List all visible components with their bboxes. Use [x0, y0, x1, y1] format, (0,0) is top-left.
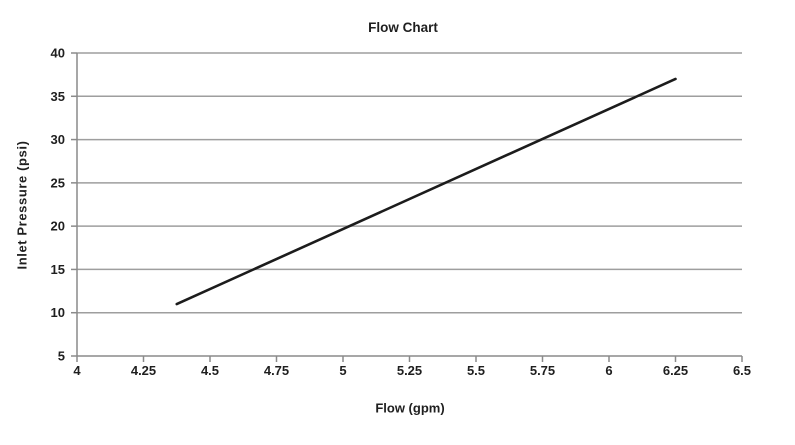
- x-tick-label-5.5: 5.5: [467, 363, 485, 378]
- chart-title: Flow Chart: [368, 20, 438, 35]
- x-axis-title: Flow (gpm): [375, 400, 445, 416]
- x-tick-label-5: 5: [339, 363, 346, 378]
- y-tick-label-25: 25: [51, 175, 65, 190]
- y-tick-label-10: 10: [51, 305, 65, 320]
- x-tick-label-4: 4: [73, 363, 81, 378]
- y-tick-label-15: 15: [51, 262, 65, 277]
- x-tick-label-4.75: 4.75: [264, 363, 289, 378]
- x-tick-label-5.75: 5.75: [530, 363, 555, 378]
- y-tick-label-5: 5: [58, 349, 65, 364]
- inlet-pressure-line: [175, 77, 677, 306]
- y-tick-label-40: 40: [51, 46, 65, 61]
- x-tick-label-5.25: 5.25: [397, 363, 422, 378]
- y-tick-label-35: 35: [51, 89, 65, 104]
- x-tick-label-4.25: 4.25: [131, 363, 156, 378]
- x-tick-label-6.5: 6.5: [733, 363, 751, 378]
- x-tick-label-4.5: 4.5: [201, 363, 219, 378]
- x-tick-label-6: 6: [605, 363, 612, 378]
- y-tick-label-20: 20: [51, 219, 65, 234]
- y-tick-label-30: 30: [51, 132, 65, 147]
- x-tick-label-6.25: 6.25: [663, 363, 688, 378]
